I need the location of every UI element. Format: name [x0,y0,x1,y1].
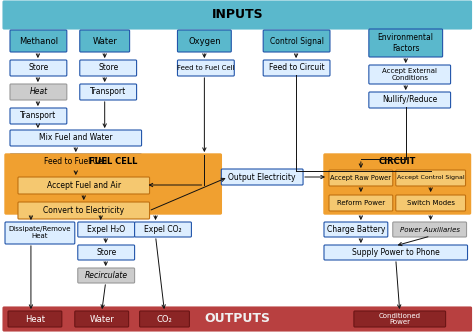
FancyBboxPatch shape [8,311,62,327]
FancyBboxPatch shape [78,268,135,283]
Text: Supply Power to Phone: Supply Power to Phone [352,248,440,257]
Text: Switch Modes: Switch Modes [407,200,455,206]
FancyBboxPatch shape [5,222,75,244]
FancyBboxPatch shape [393,222,466,237]
FancyBboxPatch shape [369,65,451,84]
FancyBboxPatch shape [139,311,190,327]
FancyBboxPatch shape [10,108,67,124]
FancyBboxPatch shape [396,170,465,186]
Text: Control Signal: Control Signal [270,37,324,46]
FancyBboxPatch shape [5,154,221,214]
FancyBboxPatch shape [354,311,446,327]
FancyBboxPatch shape [10,130,142,146]
Text: Power Auxiliaries: Power Auxiliaries [400,226,460,232]
FancyBboxPatch shape [329,170,393,186]
FancyBboxPatch shape [263,30,330,52]
FancyBboxPatch shape [221,169,303,185]
Text: Store: Store [28,64,48,73]
Text: Oxygen: Oxygen [188,37,221,46]
FancyBboxPatch shape [75,311,128,327]
Text: Feed to Fuel Cell: Feed to Fuel Cell [177,65,235,71]
Text: Store: Store [96,248,116,257]
Text: Nullify/Reduce: Nullify/Reduce [382,96,438,105]
FancyBboxPatch shape [80,30,129,52]
FancyBboxPatch shape [369,29,443,57]
Text: Accept Raw Power: Accept Raw Power [330,175,392,181]
FancyBboxPatch shape [10,30,67,52]
FancyBboxPatch shape [396,195,465,211]
FancyBboxPatch shape [177,60,234,76]
Text: Convert to Electricity: Convert to Electricity [43,206,124,215]
FancyBboxPatch shape [324,245,467,260]
FancyBboxPatch shape [3,1,472,29]
FancyBboxPatch shape [18,177,150,194]
Text: Accept Fuel and Air: Accept Fuel and Air [47,181,121,190]
Text: Recirculate: Recirculate [85,271,128,280]
FancyBboxPatch shape [78,222,135,237]
FancyBboxPatch shape [263,60,330,76]
Text: Methanol: Methanol [19,37,58,46]
Text: Expel CO₂: Expel CO₂ [144,225,182,234]
FancyBboxPatch shape [177,30,231,52]
Text: INPUTS: INPUTS [211,9,263,22]
FancyBboxPatch shape [80,84,137,100]
FancyBboxPatch shape [10,154,142,170]
Text: Expel H₂O: Expel H₂O [87,225,125,234]
FancyBboxPatch shape [324,154,471,214]
Text: Transport: Transport [20,112,56,121]
Text: Charge Battery: Charge Battery [327,225,385,234]
Text: CO₂: CO₂ [156,314,173,323]
FancyBboxPatch shape [3,307,472,331]
Text: Feed to Fuel Cell: Feed to Fuel Cell [44,158,107,166]
Text: Transport: Transport [90,88,126,97]
FancyBboxPatch shape [329,195,393,211]
FancyBboxPatch shape [78,245,135,260]
FancyBboxPatch shape [10,60,67,76]
Text: Accept Control Signal: Accept Control Signal [397,175,465,180]
Text: Dissipate/Remove
Heat: Dissipate/Remove Heat [9,226,71,239]
Text: OUTPUTS: OUTPUTS [204,312,270,325]
Text: Water: Water [92,37,117,46]
Text: Accept External
Conditions: Accept External Conditions [382,68,437,81]
FancyBboxPatch shape [10,84,67,100]
FancyBboxPatch shape [369,92,451,108]
Text: Heat: Heat [25,314,45,323]
Text: Output Electricity: Output Electricity [228,172,296,181]
Text: Mix Fuel and Water: Mix Fuel and Water [39,134,112,143]
Text: Environmental
Factors: Environmental Factors [378,33,434,53]
FancyBboxPatch shape [80,60,137,76]
Text: Store: Store [98,64,118,73]
FancyBboxPatch shape [18,202,150,219]
Text: Conditioned
Power: Conditioned Power [379,312,421,325]
FancyBboxPatch shape [135,222,191,237]
Text: Reform Power: Reform Power [337,200,385,206]
FancyBboxPatch shape [324,222,388,237]
Text: Water: Water [89,314,114,323]
Text: Feed to Circuit: Feed to Circuit [269,64,324,73]
Text: Heat: Heat [29,88,47,97]
Text: FUEL CELL: FUEL CELL [89,158,137,166]
Text: CIRCUIT: CIRCUIT [379,158,416,166]
